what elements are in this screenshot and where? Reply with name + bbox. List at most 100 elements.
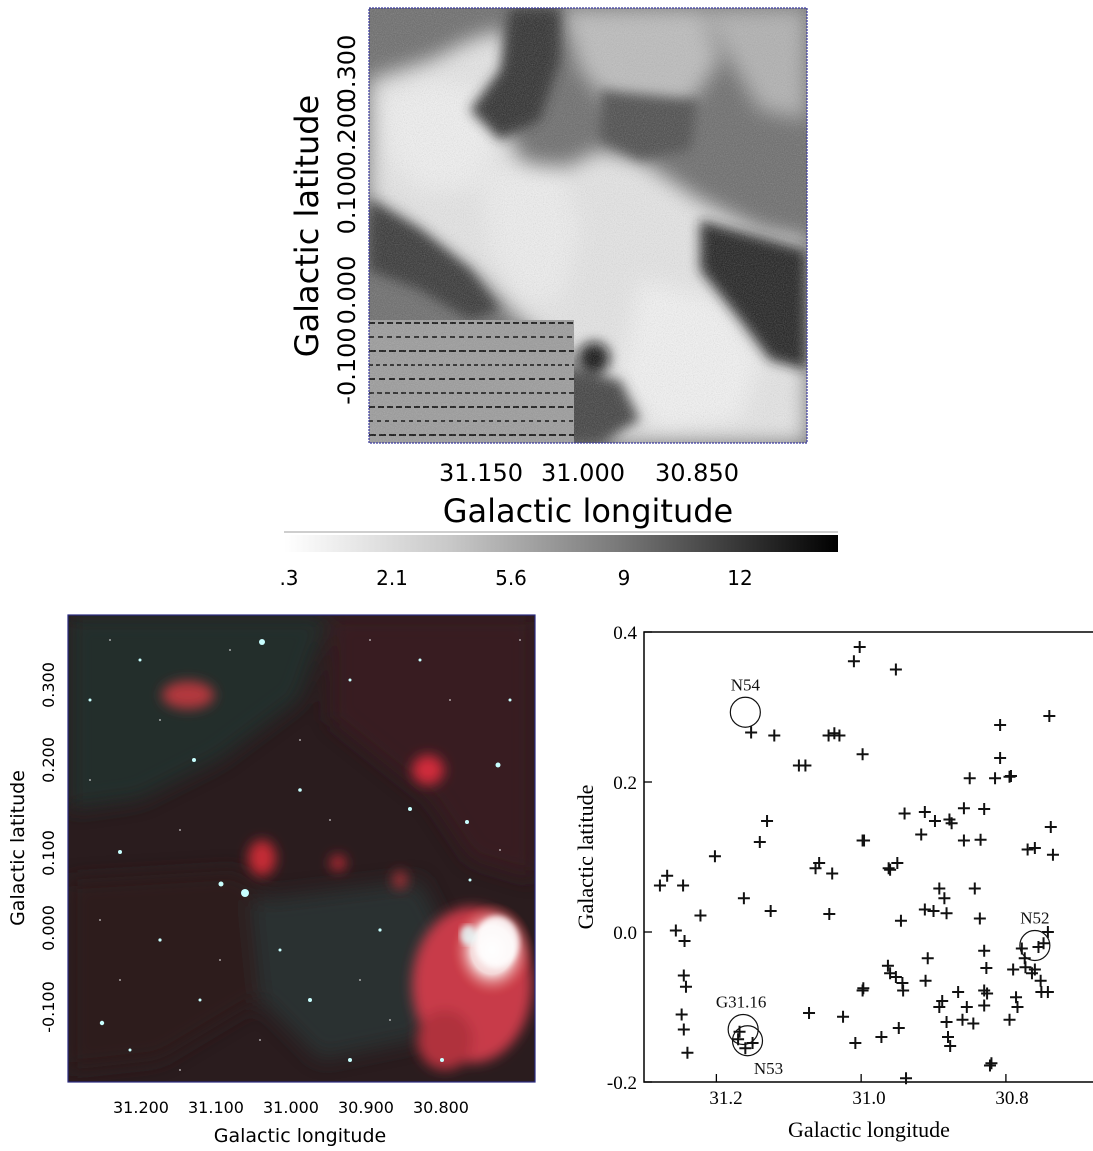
gray-xtick: 31.150 xyxy=(439,459,523,487)
source-marker xyxy=(1043,710,1056,722)
source-marker xyxy=(933,882,946,895)
rgb-ytick: -0.100 xyxy=(39,981,58,1033)
rgb-composite-panel: 31.200 31.100 31.000 30.900 30.800 Galac… xyxy=(7,614,536,1147)
colorbar-tick: 5.6 xyxy=(495,566,527,590)
grayscale-image xyxy=(369,8,807,443)
colorbar-tick: 12 xyxy=(727,566,752,590)
gray-ytick: 0.200 xyxy=(333,98,361,167)
source-marker xyxy=(933,1001,946,1013)
source-marker xyxy=(1034,974,1047,987)
source-marker xyxy=(1011,1001,1024,1013)
source-marker xyxy=(764,905,777,917)
rgb-image xyxy=(68,615,535,1082)
source-marker xyxy=(928,815,941,827)
source-marker xyxy=(994,719,1007,731)
source-marker xyxy=(989,772,1002,785)
source-marker xyxy=(944,1040,957,1052)
rgb-ytick: 0.200 xyxy=(39,737,58,783)
source-marker xyxy=(956,1013,969,1026)
source-marker xyxy=(856,748,869,761)
source-marker xyxy=(891,857,904,869)
scatter-ylabel: Galactic latitude xyxy=(573,785,598,930)
source-marker xyxy=(675,1008,688,1021)
gray-ytick: 0.300 xyxy=(333,35,361,104)
source-marker xyxy=(927,905,940,917)
source-marker xyxy=(761,815,774,827)
source-marker xyxy=(1028,963,1041,976)
source-marker xyxy=(918,903,931,916)
rgb-ylabel: Galactic latitude xyxy=(7,770,29,926)
source-marker xyxy=(1003,1013,1016,1026)
source-marker xyxy=(915,828,928,841)
source-marker xyxy=(968,882,981,895)
source-marker xyxy=(882,862,895,875)
source-marker xyxy=(677,879,690,892)
source-marker xyxy=(889,663,902,676)
source-marker xyxy=(942,1031,954,1043)
source-marker xyxy=(1007,963,1020,976)
source-marker xyxy=(833,729,846,742)
source-marker xyxy=(897,984,910,997)
source-marker xyxy=(875,1031,888,1043)
source-marker xyxy=(669,924,682,937)
grayscale-frame xyxy=(368,7,808,444)
source-marker xyxy=(960,1001,973,1013)
source-marker xyxy=(799,759,812,772)
rgb-xtick: 31.200 xyxy=(113,1098,169,1117)
source-marker xyxy=(921,952,934,965)
source-marker xyxy=(978,803,991,815)
source-scatter-panel: 31.2 31.0 30.8 Galactic longitude -0.2 0… xyxy=(573,623,1093,1142)
colorbar-tick: 9 xyxy=(618,566,631,590)
scatter-ytick: 0.4 xyxy=(613,623,637,644)
source-marker xyxy=(826,867,839,880)
source-marker xyxy=(737,892,750,905)
source-marker xyxy=(653,879,666,892)
source-marker xyxy=(1019,961,1032,974)
source-marker xyxy=(661,869,674,882)
region-label: N52 xyxy=(1020,909,1049,928)
source-marker xyxy=(1046,848,1059,861)
source-marker xyxy=(963,772,976,785)
rgb-xtick: 31.000 xyxy=(263,1098,319,1117)
source-marker xyxy=(1028,842,1041,854)
source-marker xyxy=(678,935,691,947)
source-marker xyxy=(847,655,860,668)
scatter-xtick: 30.8 xyxy=(995,1088,1028,1109)
source-marker xyxy=(677,1023,690,1036)
region-label: N54 xyxy=(731,675,761,694)
source-marker xyxy=(898,807,911,820)
source-marker xyxy=(753,836,766,848)
source-marker xyxy=(978,984,991,997)
source-marker xyxy=(981,987,994,1000)
colorbar: .3 2.1 5.6 9 12 xyxy=(279,531,838,590)
gray-ytick: 0.100 xyxy=(333,166,361,235)
source-marker xyxy=(940,1016,953,1028)
source-marker xyxy=(708,850,721,863)
region-circle xyxy=(729,696,761,728)
rgb-ytick: 0.100 xyxy=(39,830,58,876)
gray-xtick: 31.000 xyxy=(541,459,625,487)
source-marker xyxy=(1032,941,1045,953)
source-marker xyxy=(889,971,902,983)
source-marker xyxy=(900,1072,913,1085)
source-marker xyxy=(679,980,692,993)
source-marker xyxy=(681,1046,694,1059)
source-marker xyxy=(884,863,897,876)
source-marker xyxy=(980,962,993,974)
rgb-frame xyxy=(67,614,536,1083)
source-marker xyxy=(945,817,958,830)
scatter-ytick: 0.2 xyxy=(613,773,637,794)
source-marker xyxy=(858,834,871,847)
scatter-ytick: 0.0 xyxy=(613,923,637,944)
source-marker xyxy=(957,834,970,847)
scatter-xtick: 31.0 xyxy=(852,1088,885,1109)
grayscale-map-panel: 31.150 31.000 30.850 Galactic longitude … xyxy=(279,7,838,590)
source-marker xyxy=(856,984,869,997)
source-marker xyxy=(957,802,970,815)
source-marker xyxy=(881,959,894,972)
source-marker xyxy=(694,909,707,922)
rgb-xtick: 30.900 xyxy=(338,1098,394,1117)
rgb-xtick: 30.800 xyxy=(413,1098,469,1117)
gray-ytick: -0.100 xyxy=(333,327,361,404)
